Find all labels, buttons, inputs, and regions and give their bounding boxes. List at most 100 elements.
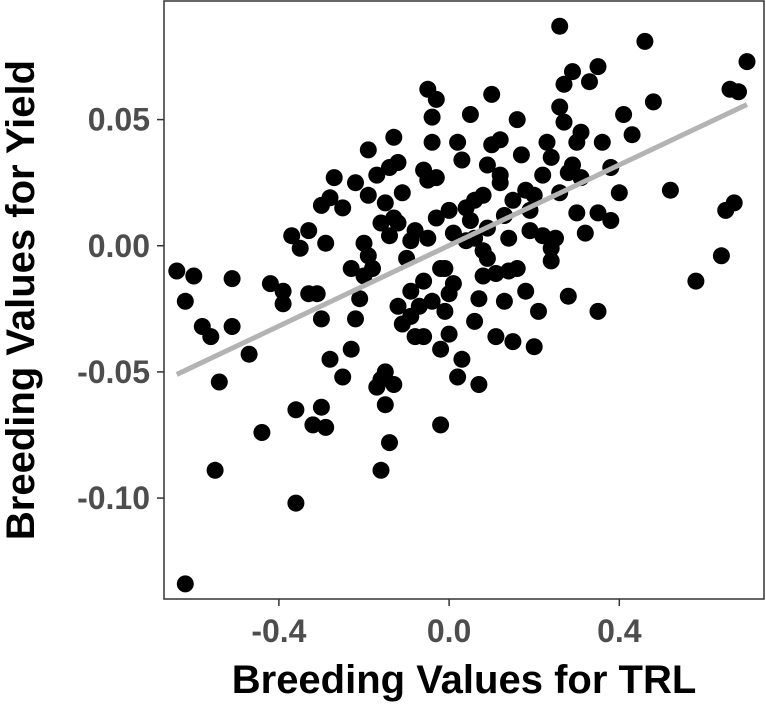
data-point bbox=[504, 333, 522, 351]
data-point bbox=[610, 184, 628, 202]
data-point bbox=[470, 376, 488, 393]
data-point bbox=[389, 154, 407, 171]
data-point bbox=[317, 234, 335, 252]
data-point bbox=[376, 363, 394, 381]
data-point bbox=[385, 376, 403, 393]
data-point bbox=[738, 53, 756, 71]
data-point bbox=[389, 214, 407, 232]
data-point bbox=[542, 252, 560, 270]
data-point bbox=[351, 290, 369, 308]
data-point bbox=[576, 224, 594, 242]
data-point bbox=[359, 247, 377, 265]
data-point bbox=[555, 113, 573, 131]
data-point bbox=[615, 106, 633, 123]
data-point bbox=[564, 156, 581, 174]
data-point bbox=[712, 247, 730, 265]
data-point bbox=[240, 345, 258, 363]
data-point bbox=[517, 181, 535, 199]
data-point bbox=[449, 133, 467, 151]
data-point bbox=[593, 133, 611, 151]
data-point bbox=[623, 126, 641, 144]
data-point bbox=[508, 111, 526, 129]
data-point bbox=[342, 340, 360, 358]
data-point bbox=[461, 212, 479, 229]
data-point bbox=[525, 338, 543, 356]
data-point bbox=[347, 310, 364, 328]
data-point bbox=[300, 222, 318, 240]
data-point bbox=[334, 368, 352, 386]
data-point bbox=[517, 282, 535, 300]
data-point bbox=[415, 328, 433, 346]
data-point bbox=[436, 302, 454, 320]
data-point bbox=[661, 181, 679, 199]
data-point bbox=[589, 58, 607, 76]
data-point bbox=[687, 272, 705, 290]
data-point bbox=[261, 275, 279, 293]
y-axis-title: Breeding Values for Yield bbox=[0, 60, 43, 540]
x-tick-label: 0.0 bbox=[427, 613, 471, 649]
data-point bbox=[176, 292, 194, 310]
data-point bbox=[474, 242, 492, 260]
data-point bbox=[427, 169, 445, 187]
data-point bbox=[508, 260, 526, 277]
data-point bbox=[478, 156, 496, 174]
data-point bbox=[393, 184, 411, 202]
panel-frame bbox=[163, 0, 765, 600]
data-point bbox=[602, 212, 620, 229]
data-point bbox=[440, 285, 458, 303]
data-point bbox=[359, 186, 377, 204]
data-point bbox=[504, 191, 522, 209]
data-point bbox=[487, 265, 505, 282]
data-point bbox=[206, 461, 224, 479]
data-point bbox=[730, 83, 747, 101]
data-point bbox=[589, 204, 607, 222]
data-point bbox=[389, 297, 407, 315]
data-point bbox=[304, 416, 322, 434]
data-point bbox=[453, 350, 471, 368]
data-point bbox=[359, 141, 377, 159]
data-point bbox=[483, 85, 501, 103]
y-tick-label: 0.05 bbox=[88, 102, 150, 138]
data-point bbox=[534, 166, 552, 184]
data-point bbox=[423, 292, 441, 310]
data-point bbox=[466, 312, 484, 330]
data-point bbox=[368, 166, 386, 184]
fit-line bbox=[175, 102, 749, 377]
data-point bbox=[551, 98, 569, 116]
data-point bbox=[551, 17, 569, 35]
data-point bbox=[274, 282, 292, 300]
data-point bbox=[415, 272, 433, 290]
data-point bbox=[312, 398, 330, 416]
data-point bbox=[274, 295, 292, 313]
data-point bbox=[534, 227, 552, 245]
data-point bbox=[287, 401, 305, 419]
data-point bbox=[432, 416, 450, 434]
data-point bbox=[402, 282, 420, 300]
y-tick-label: -0.05 bbox=[77, 354, 150, 390]
data-point bbox=[466, 191, 484, 209]
data-point bbox=[325, 169, 343, 187]
data-point bbox=[474, 267, 492, 285]
data-point bbox=[317, 418, 335, 436]
data-point bbox=[402, 232, 420, 250]
data-point bbox=[444, 224, 462, 242]
data-point bbox=[440, 325, 458, 343]
data-point bbox=[385, 128, 403, 146]
data-point bbox=[372, 461, 390, 479]
data-point bbox=[381, 227, 398, 245]
x-tick-label: -0.4 bbox=[251, 613, 306, 649]
data-point bbox=[589, 302, 607, 320]
data-point bbox=[555, 75, 573, 93]
data-point bbox=[185, 267, 203, 285]
data-point bbox=[381, 434, 398, 452]
y-tick-label: 0.00 bbox=[88, 228, 150, 264]
data-point bbox=[512, 146, 530, 164]
data-point bbox=[321, 189, 339, 207]
x-tick-label: 0.4 bbox=[597, 613, 642, 649]
data-point bbox=[312, 310, 330, 328]
data-point bbox=[491, 131, 509, 149]
x-axis-ticks: -0.4 0.0 0.4 bbox=[251, 599, 642, 649]
data-point bbox=[423, 133, 441, 151]
data-point bbox=[495, 292, 513, 310]
